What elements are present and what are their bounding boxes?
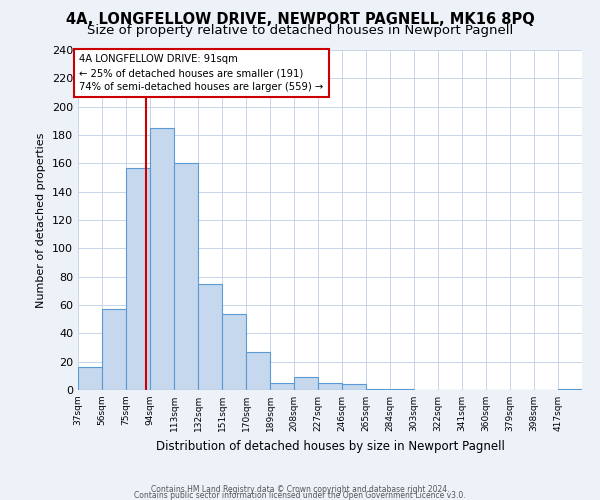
Bar <box>558 388 582 390</box>
Bar <box>246 352 270 390</box>
Text: 4A, LONGFELLOW DRIVE, NEWPORT PAGNELL, MK16 8PQ: 4A, LONGFELLOW DRIVE, NEWPORT PAGNELL, M… <box>65 12 535 28</box>
Bar <box>294 378 318 390</box>
Bar <box>342 384 366 390</box>
Y-axis label: Number of detached properties: Number of detached properties <box>37 132 46 308</box>
Text: Contains HM Land Registry data © Crown copyright and database right 2024.: Contains HM Land Registry data © Crown c… <box>151 484 449 494</box>
Text: 4A LONGFELLOW DRIVE: 91sqm
← 25% of detached houses are smaller (191)
74% of sem: 4A LONGFELLOW DRIVE: 91sqm ← 25% of deta… <box>79 54 323 92</box>
Text: Size of property relative to detached houses in Newport Pagnell: Size of property relative to detached ho… <box>87 24 513 37</box>
Bar <box>390 388 414 390</box>
Bar <box>222 314 246 390</box>
Bar <box>198 284 222 390</box>
Bar <box>150 128 174 390</box>
Bar <box>78 368 102 390</box>
Bar <box>174 164 198 390</box>
Bar <box>318 383 342 390</box>
Bar <box>102 309 126 390</box>
Text: Contains public sector information licensed under the Open Government Licence v3: Contains public sector information licen… <box>134 490 466 500</box>
Bar <box>126 168 150 390</box>
X-axis label: Distribution of detached houses by size in Newport Pagnell: Distribution of detached houses by size … <box>155 440 505 452</box>
Bar <box>366 388 390 390</box>
Bar <box>270 383 294 390</box>
